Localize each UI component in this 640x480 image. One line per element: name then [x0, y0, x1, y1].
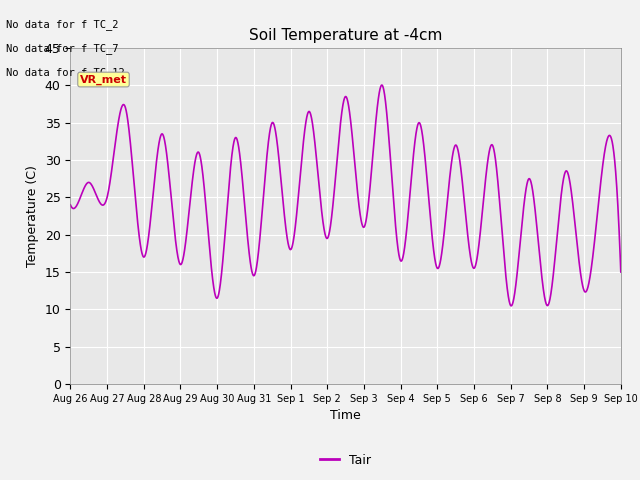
- Y-axis label: Temperature (C): Temperature (C): [26, 165, 39, 267]
- Text: No data for f TC_7: No data for f TC_7: [6, 43, 119, 54]
- X-axis label: Time: Time: [330, 409, 361, 422]
- Text: No data for f TC_12: No data for f TC_12: [6, 67, 125, 78]
- Title: Soil Temperature at -4cm: Soil Temperature at -4cm: [249, 28, 442, 43]
- Text: VR_met: VR_met: [80, 74, 127, 84]
- Legend: Tair: Tair: [316, 449, 376, 472]
- Text: No data for f TC_2: No data for f TC_2: [6, 19, 119, 30]
